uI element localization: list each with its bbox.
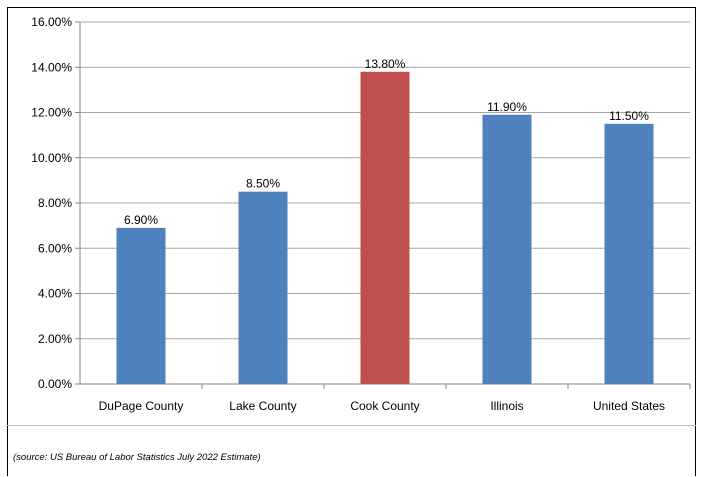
data-label: 13.80% (365, 57, 406, 71)
y-tick-label: 12.00% (31, 106, 72, 120)
data-label: 6.90% (124, 213, 158, 227)
data-label: 11.90% (487, 100, 527, 114)
y-tick-label: 8.00% (38, 196, 72, 210)
data-label: 11.50% (609, 109, 649, 123)
source-divider (7, 425, 696, 426)
y-tick-label: 2.00% (38, 332, 72, 346)
data-label: 8.50% (246, 177, 280, 191)
bar (116, 227, 166, 384)
y-tick-label: 16.00% (31, 15, 72, 29)
x-tick-label: Illinois (490, 399, 523, 413)
bar (482, 114, 532, 384)
bar (604, 123, 654, 384)
x-tick-label: United States (593, 399, 665, 413)
y-tick-label: 10.00% (31, 151, 72, 165)
y-tick-label: 14.00% (31, 60, 72, 74)
y-tick-label: 0.00% (38, 377, 72, 391)
y-tick-label: 6.00% (38, 241, 72, 255)
bar (360, 71, 410, 385)
x-tick-label: DuPage County (99, 399, 184, 413)
bar (238, 191, 288, 384)
y-tick-label: 4.00% (38, 287, 72, 301)
x-tick-label: Cook County (350, 399, 419, 413)
source-note: (source: US Bureau of Labor Statistics J… (13, 452, 261, 463)
x-tick-label: Lake County (229, 399, 296, 413)
